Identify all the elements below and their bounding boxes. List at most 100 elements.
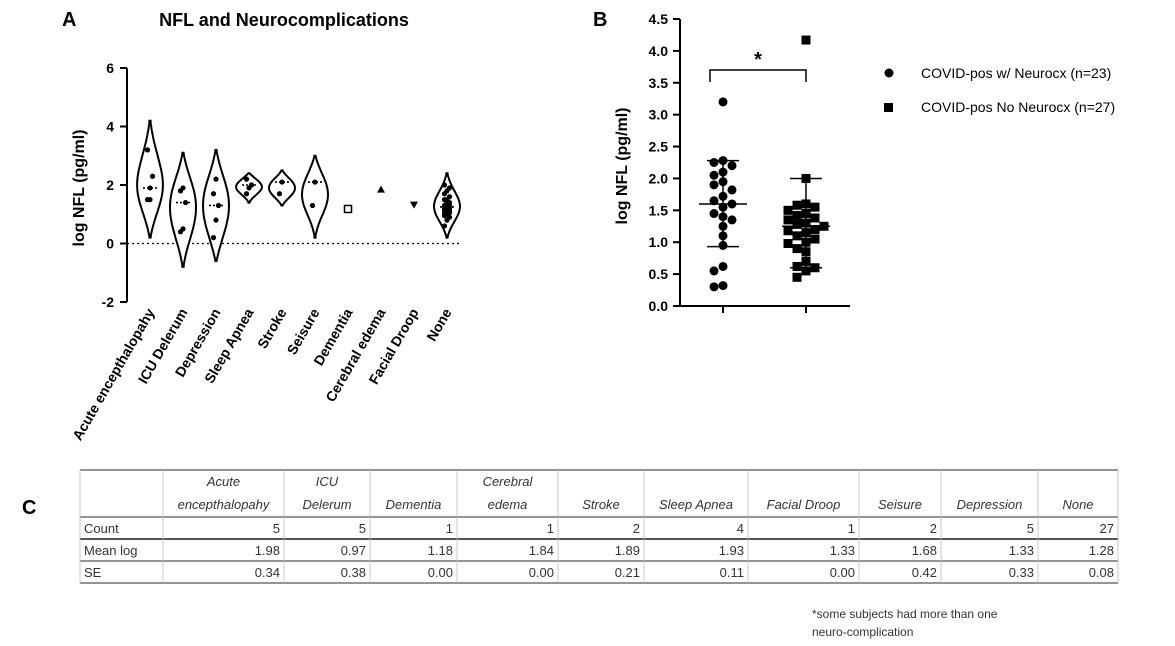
violin-data-point: [444, 201, 450, 207]
panel-a-y-tick-label: -2: [102, 294, 115, 310]
panel-b-y-tick-label: 4.0: [649, 43, 669, 59]
scatter-point-square: [801, 209, 811, 219]
table-cell: 0.08: [1089, 565, 1114, 580]
legend-marker-circle: [884, 68, 894, 78]
table-cell: 1.18: [428, 543, 453, 558]
violin-data-point: [446, 210, 453, 216]
significance-bracket: [709, 69, 807, 82]
legend-label-no-neurocx: COVID-pos No Neurocx (n=27): [921, 99, 1115, 115]
scatter-point-circle: [718, 221, 728, 231]
table-cell: 0.34: [255, 565, 280, 580]
panel-a-y-tick-label: 2: [106, 177, 114, 193]
scatter-point-circle: [709, 158, 719, 167]
panel-a-violins: [136, 119, 461, 268]
violin-data-point: [147, 185, 153, 191]
violin-data-point: [180, 226, 186, 232]
scatter-point-square: [792, 272, 802, 282]
table-cell: 1: [446, 521, 453, 536]
table-row-label: Mean log: [84, 543, 137, 558]
panel-c: C Acute encepthalopahy ICU Delerum Dementia C…: [22, 469, 1119, 639]
panel-a-category-label: None: [423, 305, 454, 343]
table-header-line-2: None: [1062, 497, 1093, 512]
scatter-point-square: [801, 247, 811, 257]
table-cell: 0.21: [615, 565, 640, 580]
panel-b-y-tick-label: 1.0: [649, 234, 669, 250]
table-header-line-2: Depression: [957, 497, 1023, 512]
scatter-point-square: [810, 202, 820, 212]
table-cell: 1: [848, 521, 855, 536]
table-cell: 5: [273, 521, 280, 536]
scatter-point-circle: [709, 266, 719, 276]
table-cell: 1.28: [1089, 543, 1114, 558]
table-cell: 0.00: [428, 565, 453, 580]
scatter-point-square: [792, 261, 802, 271]
scatter-point-circle: [709, 180, 719, 190]
violin-data-point: [312, 179, 318, 185]
data-point-triangle-down: [410, 201, 418, 209]
scatter-point-square: [801, 218, 811, 228]
violin-data-point: [276, 191, 283, 197]
table-row-label: SE: [84, 565, 102, 580]
violin-data-point: [243, 176, 250, 182]
scatter-point-circle: [718, 167, 728, 177]
violin-data-point: [149, 173, 156, 179]
scatter-point-square: [810, 263, 820, 273]
scatter-point-circle: [718, 261, 728, 271]
panel-b-points: [699, 35, 830, 292]
table-header-line-1: Cerebral: [483, 474, 534, 489]
scatter-point-circle: [718, 281, 728, 291]
scatter-point-square: [783, 215, 793, 225]
panel-b-y-tick-label: 3.5: [649, 75, 669, 91]
table-cell: 2: [930, 521, 937, 536]
panel-b-y-tick-label: 2.5: [649, 139, 669, 155]
panel-a-y-ticks: -2 0 2 4 6: [102, 60, 127, 310]
scatter-point-circle: [718, 202, 728, 212]
scatter-point-square: [810, 213, 820, 223]
panel-b-y-tick-label: 0.5: [649, 266, 669, 282]
legend-marker-square: [884, 103, 893, 112]
scatter-point-square: [801, 173, 811, 183]
panel-b-y-ticks: 0.0 0.5 1.0 1.5 2.0 2.5 3.0 3.5 4.0 4.5: [649, 11, 680, 314]
panel-a-y-tick-label: 6: [106, 60, 114, 76]
table-cell: 0.00: [529, 565, 554, 580]
table-cell: 4: [737, 521, 744, 536]
scatter-point-circle: [709, 196, 719, 206]
scatter-point-circle: [718, 177, 728, 187]
scatter-point-square: [801, 266, 811, 276]
violin-data-point: [144, 147, 151, 153]
panel-b: B log NFL (pg/ml) 0.0 0.5 1.0 1.5 2.0 2.5 3.0 3…: [593, 9, 1115, 314]
scatter-point-square: [792, 231, 802, 241]
table-header-line-2: Dementia: [386, 497, 442, 512]
table-row-label: Count: [84, 521, 119, 536]
panel-a: A NFL and Neurocomplications log NFL (pg…: [62, 9, 461, 443]
scatter-point-circle: [727, 215, 737, 225]
table-cell: 1.89: [615, 543, 640, 558]
scatter-point-square: [810, 224, 820, 234]
table-header-line-1: ICU: [316, 474, 339, 489]
violin-data-point: [446, 194, 453, 200]
data-point-open-square: [343, 204, 353, 214]
panel-b-y-tick-label: 4.5: [649, 11, 669, 27]
scatter-point-square: [810, 234, 820, 244]
scatter-point-square: [801, 35, 811, 45]
table-cell: 0.38: [341, 565, 366, 580]
scatter-point-square: [801, 228, 811, 238]
scatter-point-square: [801, 199, 811, 209]
violin-data-point: [213, 217, 219, 223]
violin-data-point: [446, 185, 453, 191]
violin-shape: [136, 119, 164, 239]
violin-shape: [267, 169, 297, 207]
scatter-point-circle: [727, 161, 737, 171]
table-header-line-2: Sleep Apnea: [659, 497, 733, 512]
panel-b-y-axis-label: log NFL (pg/ml): [614, 107, 631, 224]
scatter-point-square: [792, 219, 802, 229]
scatter-point-square: [801, 256, 811, 266]
table-header-line-2: Seisure: [878, 497, 922, 512]
data-point-triangle-up: [377, 185, 385, 193]
table-header-line-2: Stroke: [582, 497, 620, 512]
table-header-line-2: Delerum: [302, 497, 351, 512]
table-cell: 5: [1027, 521, 1034, 536]
panel-a-y-axis-label: log NFL (pg/ml): [71, 129, 88, 246]
violin-shape: [300, 154, 330, 239]
